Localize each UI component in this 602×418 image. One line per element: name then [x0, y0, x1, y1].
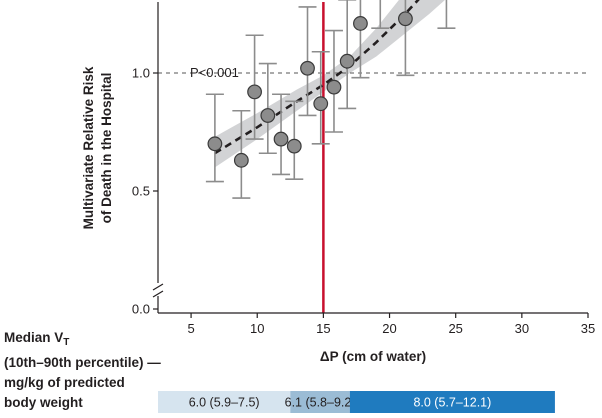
vt-label-line-4: body weight [4, 395, 83, 410]
vt-strip-segment: 8.0 (5.7–12.1) [349, 391, 555, 413]
y-tick-label: 1.0 [132, 66, 150, 81]
vt-label-line-2: (10th–90th percentile) — [4, 355, 161, 370]
data-point [300, 60, 315, 76]
vt-strip-segment-label: 6.0 (5.9–7.5) [189, 396, 260, 410]
axes-layer [152, 2, 589, 318]
vt-label-line-3: mg/kg of predicted [4, 375, 125, 390]
error-bar [437, 0, 456, 29]
confidence-band-layer [214, 0, 445, 168]
x-tick-label: 20 [382, 321, 396, 336]
fit-line-layer [214, 0, 420, 155]
data-point [247, 84, 262, 100]
x-tick-label: 35 [581, 321, 595, 336]
y-tick-label: 0.5 [132, 184, 150, 199]
axis-break-mark [152, 290, 164, 298]
vt-strip-segment-label: 6.1 (5.8–9.2) [285, 396, 356, 410]
vt-strip-segment: 6.1 (5.8–9.2) [285, 391, 356, 413]
error-bars-layer [205, 0, 456, 199]
confidence-band [214, 0, 445, 168]
y-axis-title-line-2: of Death in the Hospital [99, 73, 114, 224]
tick-labels-layer: 0.00.51.01.52.02.55101520253035 [132, 66, 595, 337]
data-point [398, 11, 413, 27]
fit-curve [214, 0, 420, 155]
data-points-layer [207, 11, 413, 168]
x-tick-label: 30 [515, 321, 529, 336]
x-tick-label: 5 [187, 321, 194, 336]
x-tick-label: 25 [448, 321, 462, 336]
vt-strip-segment-bar [290, 391, 350, 413]
vt-strip-segment: 6.0 (5.9–7.5) [158, 391, 291, 413]
data-point [286, 138, 302, 154]
vt-strip: 6.0 (5.9–7.5) 6.1 (5.8–9.2) 8.0 (5.7–12.1) [158, 391, 555, 413]
x-tick-label: 15 [316, 321, 330, 336]
x-tick-label: 10 [250, 321, 264, 336]
data-point [313, 96, 329, 112]
vt-strip-segment-label: 8.0 (5.7–12.1) [413, 396, 491, 410]
y-tick-label: 0.0 [132, 302, 150, 317]
y-axis-title-line-1: Multivariate Relative Risk [81, 66, 96, 229]
error-bar [396, 0, 415, 77]
error-bar [371, 0, 390, 29]
p-value-annotation: P<0.001 [190, 65, 239, 80]
x-axis-title: ΔP (cm of water) [320, 349, 426, 364]
data-point [273, 131, 289, 147]
data-point [353, 16, 368, 31]
vt-strip-segment-bar [158, 391, 291, 413]
error-bar [351, 0, 370, 79]
axis-break-mark [152, 283, 164, 291]
data-point [207, 136, 223, 152]
vt-strip-segment-bar [349, 391, 555, 413]
vt-label-line-1: Median VT [4, 330, 70, 348]
data-point [326, 79, 342, 95]
data-point [339, 53, 355, 69]
vt-label: Median VT (10th–90th percentile) — mg/kg… [4, 328, 161, 413]
data-point [233, 152, 249, 168]
data-point [260, 108, 276, 123]
